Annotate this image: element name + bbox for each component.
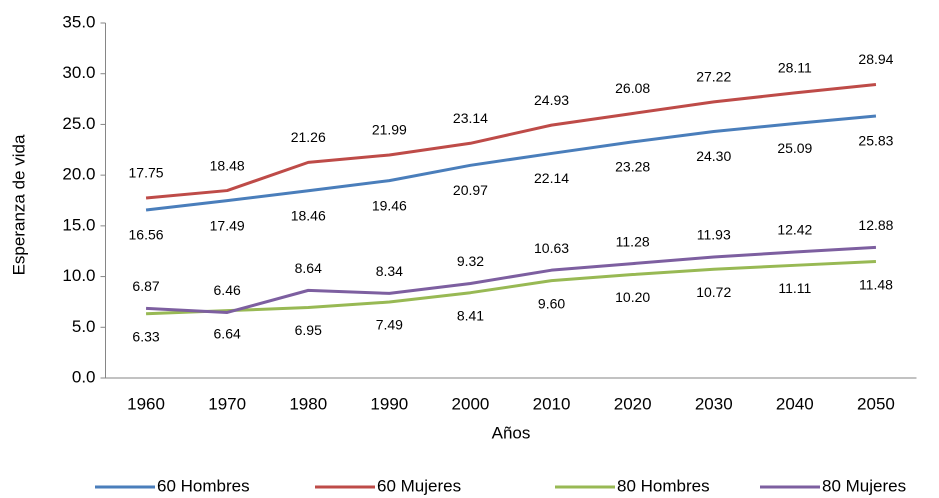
y-tick-label: 5.0 xyxy=(72,317,96,336)
data-label: 27.22 xyxy=(696,69,731,85)
data-label: 12.88 xyxy=(858,217,893,233)
x-axis-title: Años xyxy=(492,423,531,442)
legend-label: 60 Hombres xyxy=(157,476,250,495)
y-tick-label: 0.0 xyxy=(72,367,96,386)
data-label: 11.28 xyxy=(616,233,650,249)
data-label: 17.75 xyxy=(129,165,164,181)
data-label: 22.14 xyxy=(534,170,569,186)
data-label: 17.49 xyxy=(210,217,245,233)
data-label: 25.09 xyxy=(777,140,812,156)
y-tick-label: 25.0 xyxy=(62,114,95,133)
data-label: 12.42 xyxy=(777,222,812,238)
legend-label: 60 Mujeres xyxy=(377,476,461,495)
series-line xyxy=(145,114,877,212)
data-label: 6.87 xyxy=(132,278,159,294)
series-line xyxy=(145,245,877,314)
data-label: 8.34 xyxy=(376,263,403,279)
data-label: 28.94 xyxy=(858,51,893,67)
y-tick-label: 20.0 xyxy=(62,165,95,184)
y-tick-label: 15.0 xyxy=(62,215,95,234)
data-label: 11.48 xyxy=(859,276,893,292)
data-label: 10.63 xyxy=(534,240,569,256)
data-label: 11.11 xyxy=(778,280,811,296)
x-tick-label: 2000 xyxy=(452,394,490,413)
x-tick-label: 1960 xyxy=(127,394,165,413)
data-label: 6.33 xyxy=(132,328,159,344)
x-tick-label: 1970 xyxy=(208,394,246,413)
legend-label: 80 Mujeres xyxy=(822,476,906,495)
data-label: 25.83 xyxy=(858,133,893,149)
data-label: 6.95 xyxy=(295,322,322,338)
data-label: 18.48 xyxy=(210,157,245,173)
x-tick-label: 1980 xyxy=(289,394,327,413)
data-label: 16.56 xyxy=(129,227,164,243)
x-tick-label: 2040 xyxy=(776,394,814,413)
data-label: 21.26 xyxy=(291,129,326,145)
x-tick-label: 1990 xyxy=(370,394,408,413)
data-label: 8.64 xyxy=(295,260,322,276)
y-axis-title: Esperanza de vida xyxy=(9,134,28,275)
series-line xyxy=(145,260,877,316)
data-label: 20.97 xyxy=(453,182,488,198)
data-label: 6.46 xyxy=(214,282,241,298)
data-label: 26.08 xyxy=(615,80,650,96)
data-label: 23.14 xyxy=(453,110,488,126)
data-label: 9.60 xyxy=(538,295,565,311)
data-label: 24.30 xyxy=(696,148,731,164)
data-label: 19.46 xyxy=(372,197,407,213)
data-label: 21.99 xyxy=(372,122,407,138)
x-tick-label: 2050 xyxy=(857,394,895,413)
data-label: 8.41 xyxy=(457,307,484,323)
legend-label: 80 Hombres xyxy=(617,476,710,495)
x-tick-label: 2030 xyxy=(695,394,733,413)
x-tick-label: 2020 xyxy=(614,394,652,413)
data-label: 7.49 xyxy=(376,317,403,333)
data-label: 18.46 xyxy=(291,207,326,223)
y-tick-label: 30.0 xyxy=(62,63,95,82)
series-line xyxy=(145,82,877,200)
data-label: 9.32 xyxy=(457,253,484,269)
data-label: 24.93 xyxy=(534,92,569,108)
data-label: 10.20 xyxy=(615,289,650,305)
data-label: 28.11 xyxy=(778,60,812,76)
data-label: 6.64 xyxy=(214,325,241,341)
y-tick-label: 10.0 xyxy=(62,266,95,285)
data-label: 11.93 xyxy=(697,227,731,243)
x-tick-label: 2010 xyxy=(533,394,571,413)
y-tick-label: 35.0 xyxy=(62,12,95,31)
data-label: 23.28 xyxy=(615,159,650,175)
data-label: 10.72 xyxy=(696,284,731,300)
